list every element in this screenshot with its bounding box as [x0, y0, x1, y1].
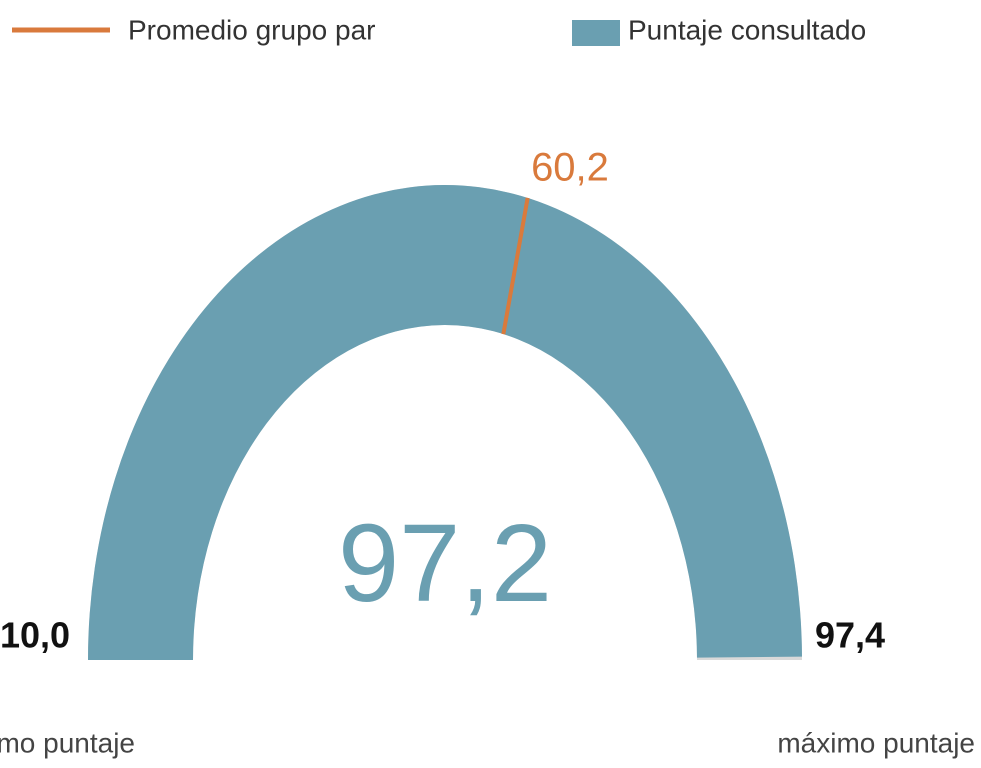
target-line	[501, 197, 530, 335]
min-caption: mínimo puntaje	[0, 727, 135, 758]
legend-label: Promedio grupo par	[128, 14, 375, 45]
max-caption: máximo puntaje	[777, 727, 975, 758]
target-label: 60,2	[531, 146, 609, 190]
legend-swatch	[572, 20, 620, 46]
max-label: 97,4	[815, 615, 885, 656]
min-label: 10,0	[0, 615, 70, 656]
gauge-value	[88, 184, 802, 661]
legend-label: Puntaje consultado	[628, 14, 866, 45]
value-label: 97,2	[338, 502, 552, 625]
